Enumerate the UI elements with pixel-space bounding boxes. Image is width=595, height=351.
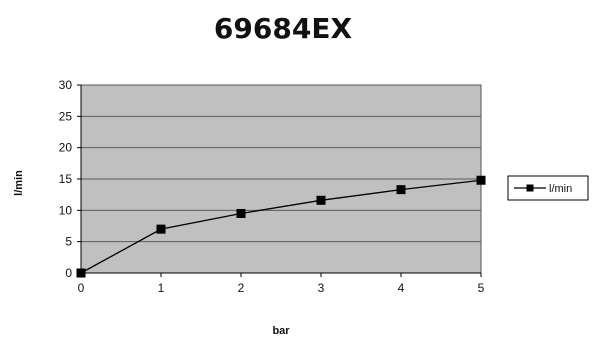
- chart-title: 69684EX: [214, 12, 353, 45]
- series-group: [76, 175, 486, 278]
- data-point: [476, 175, 486, 185]
- y-tick-label: 5: [65, 235, 72, 249]
- data-point: [156, 224, 166, 234]
- y-tick-label: 30: [59, 78, 73, 92]
- data-point: [316, 195, 326, 205]
- y-tick-label: 10: [59, 203, 73, 217]
- series-line: [80, 179, 482, 274]
- legend-marker: [526, 184, 534, 192]
- y-axis-label: l/min: [13, 170, 25, 196]
- y-tick-label: 0: [65, 266, 72, 280]
- x-tick-label: 5: [478, 281, 485, 295]
- legend: l/min: [507, 175, 589, 201]
- x-tick-label: 0: [78, 281, 85, 295]
- x-axis-ticks: 0 1 2 3 4 5: [78, 273, 485, 295]
- legend-label: l/min: [549, 183, 572, 195]
- x-tick-label: 1: [158, 281, 165, 295]
- data-point: [236, 208, 246, 218]
- x-tick-label: 4: [398, 281, 405, 295]
- y-tick-label: 20: [59, 141, 73, 155]
- data-point: [396, 185, 406, 195]
- x-tick-label: 3: [318, 281, 325, 295]
- y-tick-label: 15: [59, 172, 73, 186]
- y-tick-label: 25: [59, 109, 73, 123]
- y-axis-ticks: 0 5 10 15 20 25 30: [59, 78, 81, 280]
- x-tick-label: 2: [238, 281, 245, 295]
- data-point: [76, 268, 86, 278]
- x-axis-label: bar: [272, 325, 290, 337]
